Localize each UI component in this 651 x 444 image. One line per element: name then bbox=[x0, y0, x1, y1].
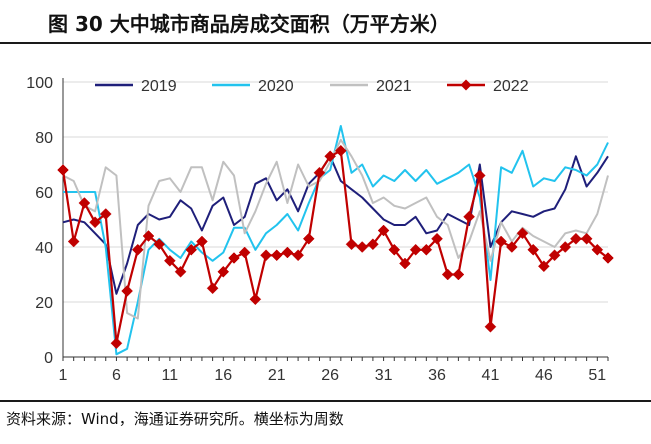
legend-marker-2022 bbox=[460, 79, 472, 91]
data-point-2022 bbox=[591, 243, 604, 256]
series-line-2019 bbox=[62, 155, 609, 295]
footer-divider bbox=[0, 400, 651, 402]
legend-label-2022: 2022 bbox=[493, 78, 529, 95]
data-point-2022 bbox=[431, 232, 443, 245]
data-point-2022 bbox=[334, 144, 347, 157]
data-point-2022 bbox=[121, 285, 133, 297]
series-layer bbox=[57, 125, 614, 356]
data-point-2022 bbox=[238, 246, 251, 259]
data-point-2022 bbox=[356, 241, 369, 253]
data-point-2022 bbox=[345, 238, 358, 251]
figure-title-bar: 图 30 大中城市商品房成交面积（万平方米） bbox=[0, 0, 651, 44]
data-point-2022 bbox=[281, 246, 294, 259]
data-point-2022 bbox=[505, 241, 518, 253]
legend: 2019 2020 2021 2022 bbox=[95, 78, 529, 95]
data-point-2022 bbox=[206, 282, 219, 295]
data-point-2022 bbox=[217, 265, 230, 278]
data-point-2022 bbox=[420, 243, 433, 256]
data-point-2022 bbox=[484, 320, 497, 333]
x-tick-label: 11 bbox=[162, 367, 179, 384]
y-tick-label: 0 bbox=[44, 350, 53, 367]
data-point-2022 bbox=[559, 241, 572, 253]
x-tick-label: 51 bbox=[588, 367, 606, 384]
x-tick-label: 41 bbox=[482, 367, 500, 384]
data-point-2022 bbox=[367, 238, 379, 251]
data-point-2022 bbox=[196, 235, 208, 248]
data-point-2022 bbox=[249, 293, 262, 306]
x-tick-label: 46 bbox=[535, 367, 553, 384]
data-point-2022 bbox=[452, 268, 465, 281]
x-tick-label: 26 bbox=[321, 367, 339, 384]
x-tick-label: 36 bbox=[428, 367, 446, 384]
y-tick-label: 100 bbox=[26, 75, 53, 92]
x-tick-label: 16 bbox=[214, 367, 232, 384]
data-point-2022 bbox=[570, 232, 582, 245]
data-point-2022 bbox=[473, 169, 486, 182]
legend-label-2019: 2019 bbox=[141, 78, 177, 95]
data-point-2022 bbox=[89, 216, 101, 229]
data-point-2022 bbox=[78, 197, 91, 209]
data-point-2022 bbox=[99, 208, 112, 220]
y-tick-label: 60 bbox=[35, 185, 53, 202]
data-point-2022 bbox=[324, 150, 337, 163]
data-point-2022 bbox=[260, 249, 272, 262]
y-tick-label: 80 bbox=[35, 130, 53, 147]
x-tick-label: 6 bbox=[112, 367, 121, 384]
data-point-2022 bbox=[142, 230, 155, 242]
series-line-2022 bbox=[61, 149, 609, 345]
data-point-2022 bbox=[527, 243, 540, 256]
x-tick-label: 31 bbox=[375, 367, 393, 384]
data-point-2022 bbox=[399, 257, 411, 270]
data-point-2022 bbox=[174, 265, 187, 278]
data-point-2022 bbox=[516, 227, 529, 240]
data-point-2022 bbox=[67, 235, 80, 248]
data-point-2022 bbox=[602, 252, 614, 264]
data-point-2022 bbox=[313, 166, 326, 179]
data-point-2022 bbox=[185, 243, 198, 256]
data-point-2022 bbox=[580, 232, 593, 245]
source-note: 资料来源：Wind，海通证券研究所。横坐标为周数 bbox=[6, 410, 344, 428]
legend-label-2021: 2021 bbox=[376, 78, 412, 95]
data-point-2022 bbox=[377, 224, 390, 237]
data-point-2022 bbox=[164, 254, 176, 267]
data-point-2022 bbox=[153, 238, 166, 251]
data-point-2022 bbox=[538, 260, 550, 273]
data-point-2022 bbox=[463, 210, 475, 223]
data-point-2022 bbox=[548, 249, 561, 262]
data-point-2022 bbox=[495, 235, 507, 248]
x-tick-label: 21 bbox=[268, 367, 286, 384]
figure-title: 图 30 大中城市商品房成交面积（万平方米） bbox=[48, 12, 450, 36]
y-tick-label: 40 bbox=[35, 240, 53, 257]
data-point-2022 bbox=[409, 243, 422, 256]
data-point-2022 bbox=[57, 164, 69, 176]
data-point-2022 bbox=[131, 243, 144, 256]
data-point-2022 bbox=[388, 243, 401, 256]
data-point-2022 bbox=[292, 249, 304, 262]
data-point-2022 bbox=[441, 268, 454, 281]
data-point-2022 bbox=[228, 252, 240, 264]
y-tick-label: 20 bbox=[35, 295, 53, 312]
data-point-2022 bbox=[110, 337, 123, 350]
x-tick-label: 1 bbox=[59, 367, 68, 384]
data-point-2022 bbox=[270, 249, 283, 262]
data-point-2022 bbox=[302, 232, 315, 245]
legend-label-2020: 2020 bbox=[258, 78, 294, 95]
